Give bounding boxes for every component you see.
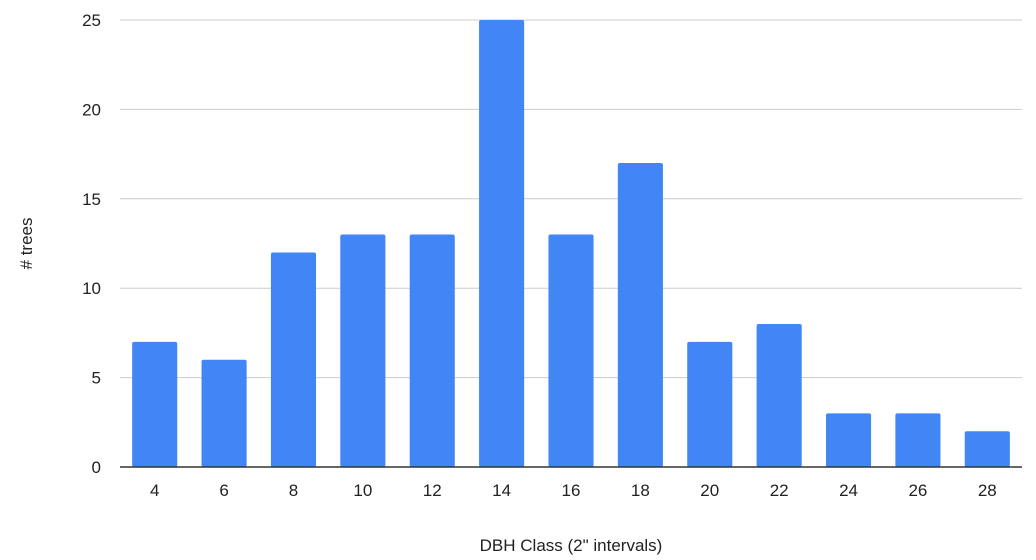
x-tick-label: 4 (150, 481, 159, 500)
tick-labels: 0 5 10 15 20 25 4 6 8 10 12 14 16 18 20 22 24 26 28 (82, 11, 997, 500)
y-tick-label: 25 (82, 11, 101, 30)
x-tick-label: 18 (631, 481, 650, 500)
x-tick-label: 6 (219, 481, 228, 500)
y-axis-title: # trees (17, 218, 36, 270)
x-tick-label: 8 (289, 481, 298, 500)
y-tick-label: 10 (82, 279, 101, 298)
bar-16 (548, 234, 594, 467)
bar-28 (964, 431, 1010, 467)
bars (132, 20, 1010, 468)
x-tick-label: 14 (492, 481, 511, 500)
bar-20 (687, 341, 733, 467)
bar-18 (617, 163, 663, 468)
y-tick-label: 15 (82, 190, 101, 209)
bar-10 (340, 234, 386, 467)
bar-6 (201, 359, 247, 467)
y-tick-label: 20 (82, 100, 101, 119)
y-tick-label: 0 (92, 458, 101, 477)
x-axis-title: DBH Class (2" intervals) (480, 536, 663, 555)
bar-4 (132, 341, 178, 467)
x-tick-label: 24 (839, 481, 858, 500)
x-tick-label: 12 (423, 481, 442, 500)
x-tick-label: 16 (562, 481, 581, 500)
bar-26 (895, 413, 941, 467)
x-tick-label: 26 (908, 481, 927, 500)
bar-24 (825, 413, 872, 467)
bar-22 (756, 323, 802, 467)
bar-12 (409, 234, 455, 467)
bar-8 (270, 252, 317, 467)
x-tick-label: 28 (978, 481, 997, 500)
gridlines (120, 19, 1022, 379)
y-tick-label: 5 (92, 369, 101, 388)
x-tick-label: 22 (770, 481, 789, 500)
x-tick-label: 20 (700, 481, 719, 500)
bar-14 (479, 20, 525, 467)
x-tick-label: 10 (353, 481, 372, 500)
